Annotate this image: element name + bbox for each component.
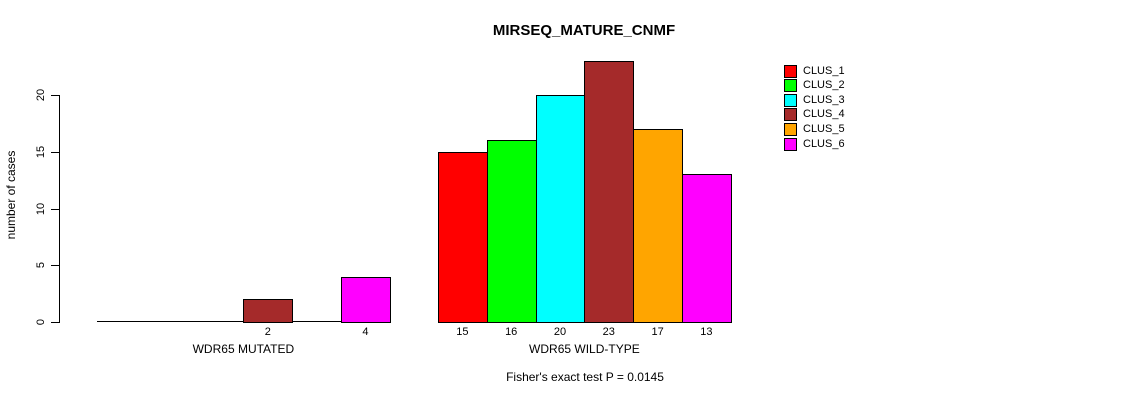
bar-value-label: 4 (362, 326, 369, 338)
bar-value-label: 20 (553, 326, 567, 338)
y-tick-label: 5 (35, 262, 47, 269)
legend-label-clus_2: CLUS_2 (803, 79, 845, 92)
legend-swatch-clus_4 (784, 108, 797, 122)
group-label-wdr65-wild-type: WDR65 WILD-TYPE (529, 342, 640, 356)
bar-value-label: 13 (700, 326, 713, 338)
bar-value-label: 17 (651, 326, 664, 338)
bar-wdr65-wild-type-clus-4 (584, 60, 635, 323)
zero-bar-wdr65-mutated-clus-3 (194, 321, 245, 322)
legend-label-clus_1: CLUS_1 (803, 64, 845, 77)
legend-swatch-clus_2 (784, 79, 797, 93)
zero-bar-wdr65-mutated-clus-2 (145, 321, 196, 322)
y-axis-line (59, 95, 60, 323)
legend-label-clus_4: CLUS_4 (803, 108, 845, 121)
legend-label-clus_3: CLUS_3 (803, 93, 845, 106)
bar-value-label: 2 (264, 326, 271, 338)
y-tick-label: 10 (35, 202, 47, 215)
bar-wdr65-wild-type-clus-2 (486, 140, 537, 323)
legend-swatch-clus_1 (784, 64, 797, 78)
y-tick-label: 15 (35, 145, 47, 158)
group-label-wdr65-mutated: WDR65 MUTATED (192, 342, 295, 356)
zero-bar-wdr65-mutated-clus-1 (97, 321, 147, 322)
bar-value-label: 15 (456, 326, 469, 338)
fisher-test-annotation: Fisher's exact test P = 0.0145 (506, 370, 664, 384)
bar-value-label: 23 (602, 326, 615, 338)
chart-title: MIRSEQ_MATURE_CNMF (492, 22, 676, 39)
bar-wdr65-mutated-clus-4 (243, 299, 294, 323)
y-tick-label: 20 (35, 88, 47, 102)
zero-bar-wdr65-mutated-clus-5 (292, 321, 342, 322)
legend-label-clus_5: CLUS_5 (803, 123, 845, 136)
bar-wdr65-wild-type-clus-6 (682, 174, 732, 323)
y-tick-mark (51, 208, 59, 210)
y-tick-label: 0 (35, 318, 47, 326)
y-tick-mark (51, 151, 59, 153)
bar-value-label: 16 (505, 326, 518, 338)
legend-label-clus_6: CLUS_6 (803, 137, 845, 150)
y-tick-mark (51, 322, 59, 323)
y-tick-mark (51, 265, 59, 267)
y-tick-mark (51, 95, 59, 96)
legend-swatch-clus_6 (784, 137, 797, 151)
legend-swatch-clus_3 (784, 93, 797, 107)
bar-wdr65-wild-type-clus-3 (535, 95, 586, 323)
y-axis-label: number of cases (4, 150, 18, 240)
bar-wdr65-wild-type-clus-5 (633, 129, 683, 323)
bar-wdr65-mutated-clus-6 (341, 276, 391, 323)
bar-wdr65-wild-type-clus-1 (438, 151, 488, 323)
legend-swatch-clus_5 (784, 123, 797, 137)
